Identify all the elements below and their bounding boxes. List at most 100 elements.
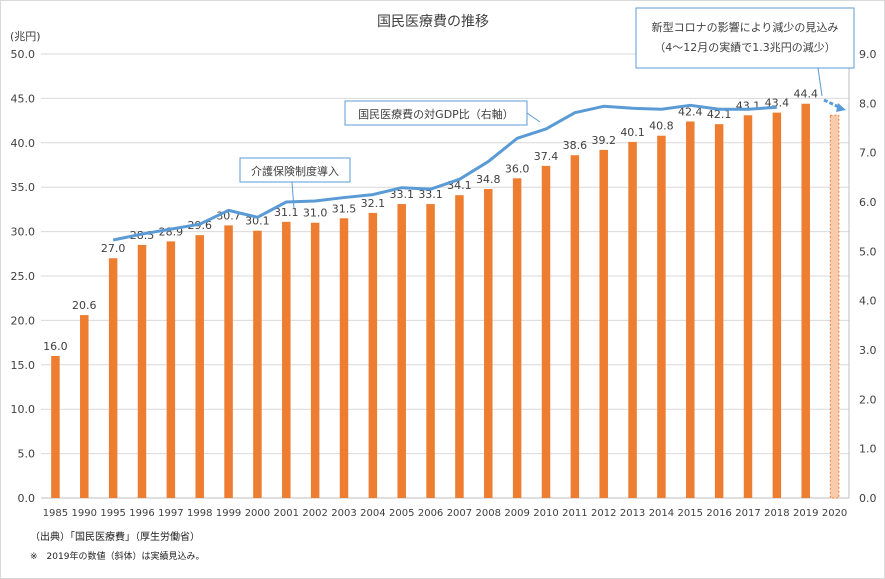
y-axis-unit-label: (兆円) [10, 30, 41, 43]
bar-value-label: 38.6 [563, 139, 588, 152]
y2-axis-ticks: 0.0 1.0 2.0 3.0 4.0 5.0 6.0 7.0 8.0 9.0 [859, 48, 877, 505]
x-tick-label: 1995 [100, 508, 125, 519]
bar [282, 221, 291, 498]
bar-value-label: 40.1 [620, 126, 645, 139]
bar [253, 230, 262, 498]
y-tick-label: 10.0 [11, 403, 36, 416]
x-tick-label: 1990 [72, 508, 97, 519]
kaigo-callout-text: 介護保険制度導入 [251, 164, 339, 178]
bar [368, 212, 378, 498]
y2-tick-label: 4.0 [859, 295, 877, 308]
bar [570, 155, 580, 498]
x-tick-label: 2014 [649, 508, 674, 519]
bar [512, 178, 522, 498]
y2-tick-label: 6.0 [859, 196, 877, 209]
bar [397, 204, 406, 498]
x-tick-label: 2016 [706, 508, 731, 519]
bar [108, 258, 118, 498]
bar-value-label: 27.0 [101, 242, 126, 255]
bar-value-label: 34.8 [476, 173, 501, 186]
x-tick-label: 2012 [591, 508, 616, 519]
bar [80, 315, 89, 498]
x-tick-label: 1999 [216, 508, 241, 519]
bar-value-labels: 16.020.627.028.5 28.9 29.630.7 30.131.1 31.0… [43, 88, 818, 353]
chart-title: 国民医療費の推移 [377, 13, 489, 30]
bar [714, 124, 724, 498]
bar-value-label: 39.2 [591, 134, 616, 147]
bar-value-label: 31.5 [332, 202, 357, 215]
bar-value-label: 37.4 [534, 150, 559, 163]
gdp-ratio-callout: 国民医療費の対GDP比（右軸） [344, 100, 541, 126]
corona-arrow-head [836, 103, 846, 112]
x-tick-label: 2013 [620, 508, 645, 519]
bar-value-label: 32.1 [361, 197, 386, 210]
corona-callout: 新型コロナの影響により減少の見込み （4～12月の実績で1.3兆円の減少） [635, 7, 855, 112]
gdp-ratio-line [112, 103, 777, 242]
gdp-ratio-line-series [112, 103, 777, 242]
x-tick-label: 2018 [764, 508, 789, 519]
bar-value-label: 31.1 [274, 206, 299, 219]
y-tick-label: 25.0 [11, 270, 36, 283]
y2-tick-label: 7.0 [859, 147, 877, 160]
x-tick-label: 2009 [504, 508, 529, 519]
bar-value-label: 33.1 [389, 188, 414, 201]
bar-value-label: 40.8 [649, 120, 674, 133]
y-tick-label: 5.0 [18, 448, 36, 461]
x-tick-label: 2007 [447, 508, 472, 519]
bar-value-label: 20.6 [72, 299, 97, 312]
bar [195, 235, 204, 499]
y-tick-label: 45.0 [11, 92, 36, 105]
corona-callout-line1: 新型コロナの影響により減少の見込み [652, 20, 839, 34]
x-tick-label: 2003 [331, 508, 356, 519]
x-tick-label: 2006 [418, 508, 443, 519]
corona-callout-line2: （4～12月の実績で1.3兆円の減少） [654, 40, 836, 54]
bar-value-label: 44.4 [793, 88, 818, 101]
bar [224, 225, 233, 498]
corona-callout-box [635, 7, 855, 69]
x-tick-label: 2001 [274, 508, 299, 519]
bar-value-label: 31.0 [303, 207, 328, 220]
bar [743, 115, 753, 498]
bar [455, 195, 464, 498]
x-tick-label: 2008 [476, 508, 501, 519]
y-axis-ticks: 0.0 5.0 10.0 15.0 20.0 25.0 30.0 35.0 40.0 45.0 50… [11, 48, 36, 505]
bar [51, 355, 60, 498]
gridlines [41, 53, 850, 499]
corona-callout-leader [817, 67, 823, 97]
bar [339, 218, 349, 498]
bar [599, 149, 608, 499]
y2-tick-label: 2.0 [859, 393, 877, 406]
bar [310, 222, 320, 498]
gdp-ratio-callout-text: 国民医療費の対GDP比（右軸） [358, 107, 514, 121]
x-tick-label: 2002 [302, 508, 327, 519]
x-tick-label: 1997 [158, 508, 183, 519]
bar-series [51, 103, 840, 499]
y-tick-label: 30.0 [11, 226, 36, 239]
bar-value-label: 36.0 [505, 162, 530, 175]
x-tick-label: 1985 [43, 508, 68, 519]
x-tick-label: 2004 [360, 508, 385, 519]
bar [801, 103, 810, 498]
bar [772, 112, 782, 498]
y2-tick-label: 3.0 [859, 344, 877, 357]
kaigo-callout-leader [291, 181, 295, 210]
x-tick-label: 2017 [735, 508, 760, 519]
x-tick-label: 1998 [187, 508, 212, 519]
bar-value-label: 33.1 [418, 188, 443, 201]
footnote: ※ 2019年の数値（斜体）は実績見込み。 [30, 552, 205, 562]
x-tick-label: 2020 [822, 508, 847, 519]
bar [657, 135, 666, 499]
x-tick-label: 2010 [533, 508, 558, 519]
y-tick-label: 0.0 [18, 492, 36, 505]
bar [137, 244, 147, 498]
y-tick-label: 40.0 [11, 137, 36, 150]
bar [686, 121, 695, 498]
y2-tick-label: 0.0 [859, 492, 877, 505]
y2-tick-label: 9.0 [859, 48, 877, 61]
x-tick-label: 2019 [793, 508, 818, 519]
bar [829, 114, 840, 499]
bar [426, 204, 435, 498]
source-note: （出典）「国民医療費」（厚生労働省） [30, 532, 200, 543]
